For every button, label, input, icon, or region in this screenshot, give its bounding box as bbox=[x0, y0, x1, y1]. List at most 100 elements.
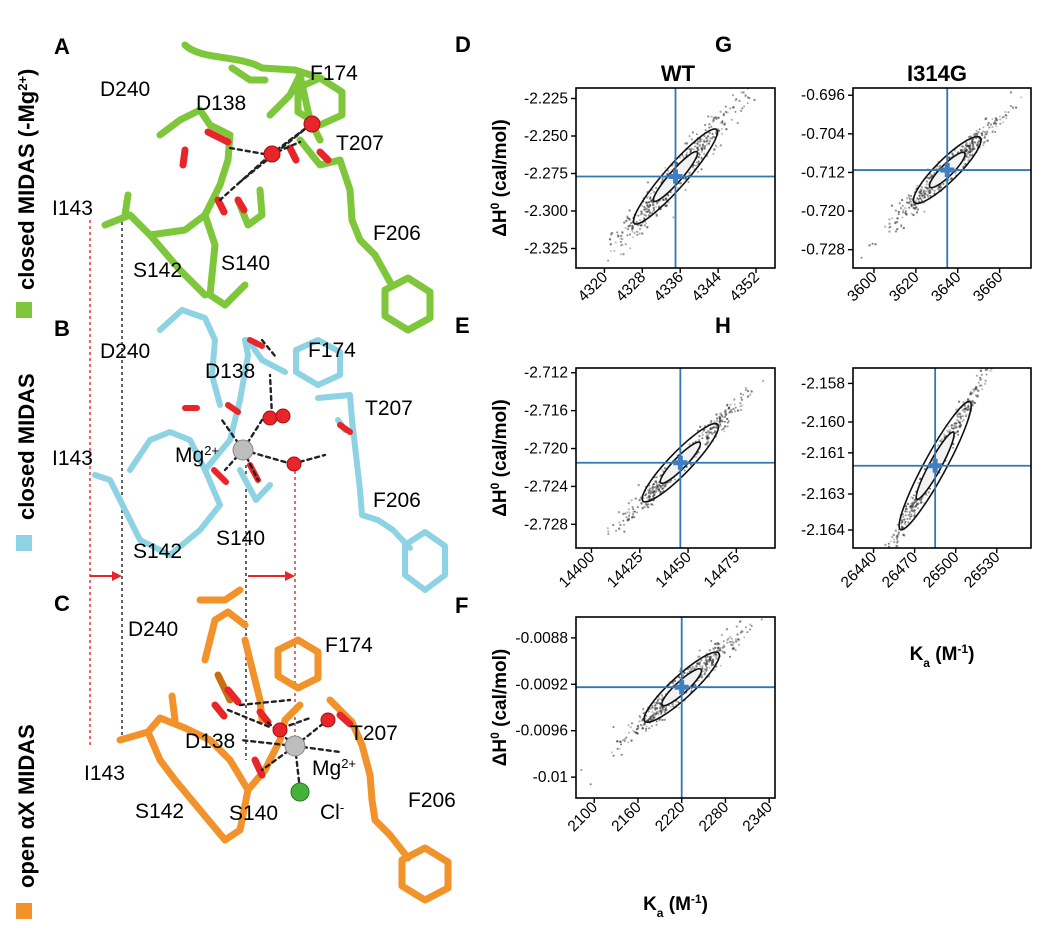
sample-point bbox=[715, 146, 718, 148]
sample-point bbox=[724, 105, 727, 108]
sample-point bbox=[607, 259, 610, 262]
sample-point bbox=[901, 526, 904, 530]
sample-point bbox=[729, 403, 732, 406]
sample-point bbox=[628, 209, 631, 212]
sample-point bbox=[719, 423, 722, 426]
sample-point bbox=[950, 427, 953, 429]
sample-point bbox=[866, 597, 868, 599]
plot-frame bbox=[575, 367, 776, 549]
y-tick-label: -2.250 bbox=[524, 128, 568, 145]
sample-point bbox=[732, 94, 734, 97]
y-axis-label: ΔH0 (cal/mol) bbox=[488, 649, 511, 766]
y-tick-label: -0.01 bbox=[533, 769, 568, 786]
sample-point bbox=[626, 234, 629, 237]
sample-point bbox=[719, 412, 722, 415]
sample-point bbox=[695, 455, 698, 458]
sample-point bbox=[948, 156, 951, 159]
sample-point bbox=[701, 664, 704, 667]
sample-point bbox=[979, 376, 981, 379]
sample-point bbox=[992, 122, 996, 125]
x-tick-label: 4320 bbox=[575, 269, 612, 306]
sample-point bbox=[650, 199, 653, 202]
plot-area bbox=[576, 368, 775, 548]
x-axis-label: Ka (M-1) bbox=[910, 642, 975, 670]
sample-point bbox=[993, 357, 995, 359]
sample-point bbox=[959, 148, 962, 151]
sample-point bbox=[929, 194, 932, 197]
sample-point bbox=[971, 145, 975, 148]
res-c-f174: F174 bbox=[325, 634, 373, 657]
sample-point bbox=[653, 493, 656, 496]
sample-point bbox=[644, 718, 647, 720]
plot-area bbox=[576, 617, 775, 798]
sample-point bbox=[702, 143, 705, 146]
sample-point bbox=[723, 425, 727, 428]
sample-point bbox=[708, 649, 711, 652]
sample-point bbox=[646, 506, 650, 509]
sample-point bbox=[618, 527, 621, 530]
sample-point bbox=[699, 143, 702, 146]
sample-point bbox=[710, 115, 713, 118]
sample-point bbox=[664, 485, 666, 488]
sample-point bbox=[712, 647, 715, 650]
sample-point bbox=[695, 664, 698, 668]
sample-point bbox=[724, 413, 727, 416]
sample-point bbox=[965, 155, 968, 158]
sample-point bbox=[620, 753, 623, 756]
sample-point bbox=[721, 650, 725, 653]
sample-point bbox=[982, 126, 985, 129]
sample-point bbox=[956, 415, 959, 418]
res-b-d240: D240 bbox=[100, 340, 150, 363]
sample-point bbox=[721, 121, 724, 124]
sample-point bbox=[919, 197, 922, 200]
sample-point bbox=[637, 224, 639, 227]
sample-point bbox=[912, 494, 915, 497]
sample-point bbox=[700, 156, 703, 159]
sample-point bbox=[643, 224, 646, 227]
sample-point bbox=[975, 388, 978, 391]
sample-point bbox=[589, 783, 592, 786]
sample-point bbox=[896, 538, 899, 541]
sample-point bbox=[710, 655, 713, 658]
x-tick-label: 3660 bbox=[970, 269, 1007, 306]
sample-point bbox=[884, 225, 887, 228]
contour-outer bbox=[898, 400, 972, 531]
sample-point bbox=[892, 533, 895, 537]
sample-point bbox=[964, 413, 968, 416]
sample-point bbox=[649, 492, 652, 495]
sample-point bbox=[968, 144, 971, 147]
sample-point bbox=[652, 714, 655, 718]
sample-point bbox=[655, 214, 658, 218]
sample-point bbox=[1005, 114, 1008, 117]
sample-point bbox=[883, 564, 885, 566]
sample-point bbox=[971, 147, 974, 151]
sample-point bbox=[947, 178, 951, 181]
sample-point bbox=[734, 638, 737, 641]
sample-point bbox=[624, 227, 627, 229]
sample-point bbox=[918, 194, 922, 197]
sample-point bbox=[628, 233, 632, 236]
res-c-s142: S142 bbox=[135, 800, 184, 823]
sample-point bbox=[644, 729, 648, 733]
sample-point bbox=[968, 148, 972, 151]
sample-point bbox=[691, 166, 694, 169]
sample-point bbox=[969, 150, 972, 154]
sample-point bbox=[908, 195, 910, 198]
sample-point bbox=[663, 708, 667, 712]
sample-point bbox=[961, 148, 964, 151]
sample-point bbox=[659, 485, 662, 488]
sample-point bbox=[728, 406, 731, 409]
sample-point bbox=[627, 724, 630, 727]
sample-point bbox=[925, 180, 929, 183]
sample-point bbox=[663, 486, 666, 489]
sample-point bbox=[694, 683, 697, 686]
sample-point bbox=[650, 503, 653, 506]
sample-point bbox=[912, 213, 915, 217]
sample-point bbox=[696, 140, 700, 143]
sample-point bbox=[633, 231, 636, 235]
sample-point bbox=[632, 729, 635, 733]
sample-point bbox=[706, 441, 709, 444]
sample-point bbox=[706, 431, 709, 434]
sample-point bbox=[904, 521, 907, 524]
sample-point bbox=[729, 635, 732, 638]
